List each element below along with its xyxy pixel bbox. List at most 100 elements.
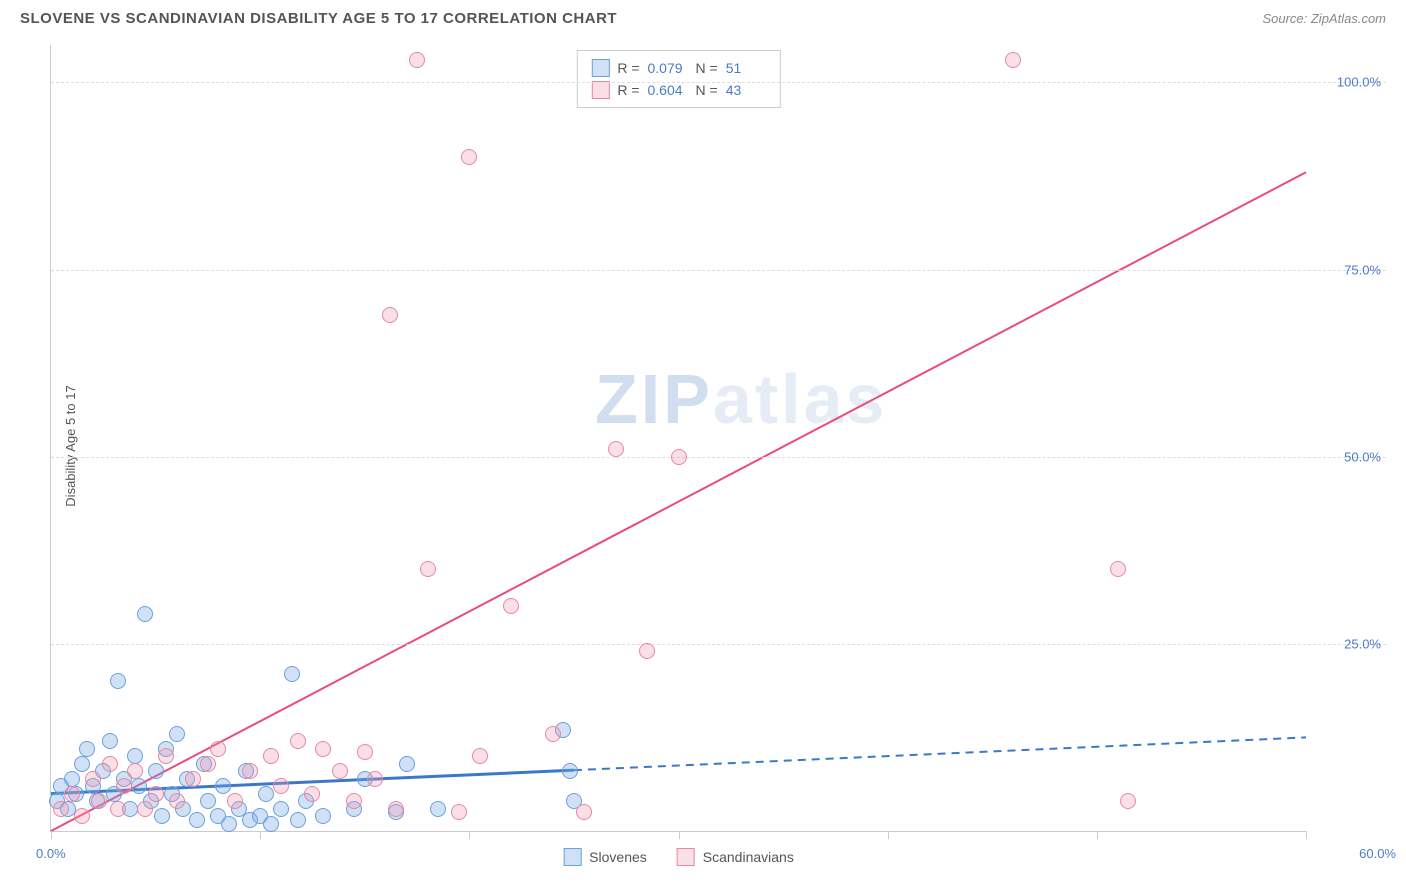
point-scandinavian <box>53 801 69 817</box>
legend-label-scandinavians: Scandinavians <box>703 849 794 865</box>
point-scandinavian <box>158 748 174 764</box>
point-scandinavian <box>1120 793 1136 809</box>
point-slovene <box>263 816 279 832</box>
swatch-slovenes-icon <box>591 59 609 77</box>
point-scandinavian <box>110 801 126 817</box>
x-tick <box>260 831 261 839</box>
swatch-slovenes-icon <box>563 848 581 866</box>
y-tick-label: 50.0% <box>1344 449 1381 464</box>
point-scandinavian <box>388 801 404 817</box>
point-scandinavian <box>639 643 655 659</box>
point-scandinavian <box>304 786 320 802</box>
x-tick <box>1306 831 1307 839</box>
legend-label-slovenes: Slovenes <box>589 849 647 865</box>
point-slovene <box>215 778 231 794</box>
r-value-slovenes: 0.079 <box>648 60 688 76</box>
gridline-h <box>51 270 1386 271</box>
watermark: ZIPatlas <box>595 359 887 439</box>
x-axis-min-label: 0.0% <box>36 846 66 861</box>
point-scandinavian <box>382 307 398 323</box>
r-label: R = <box>617 82 639 98</box>
swatch-scandinavians-icon <box>591 81 609 99</box>
point-slovene <box>258 786 274 802</box>
point-scandinavian <box>273 778 289 794</box>
point-scandinavian <box>472 748 488 764</box>
point-scandinavian <box>461 149 477 165</box>
point-scandinavian <box>290 733 306 749</box>
point-slovene <box>200 793 216 809</box>
watermark-zip: ZIP <box>595 360 713 438</box>
watermark-atlas: atlas <box>713 360 888 438</box>
point-scandinavian <box>227 793 243 809</box>
gridline-h <box>51 457 1386 458</box>
point-slovene <box>110 673 126 689</box>
point-scandinavian <box>608 441 624 457</box>
point-scandinavian <box>1005 52 1021 68</box>
legend-item-scandinavians: Scandinavians <box>677 848 794 866</box>
point-scandinavian <box>185 771 201 787</box>
point-scandinavian <box>545 726 561 742</box>
point-scandinavian <box>242 763 258 779</box>
point-slovene <box>64 771 80 787</box>
point-scandinavian <box>503 598 519 614</box>
r-value-scandinavians: 0.604 <box>648 82 688 98</box>
trend-lines-svg <box>51 45 1306 831</box>
point-scandinavian <box>576 804 592 820</box>
point-scandinavian <box>169 793 185 809</box>
trend-line-dashed <box>574 737 1306 770</box>
point-slovene <box>399 756 415 772</box>
point-scandinavian <box>127 763 143 779</box>
chart-title: SLOVENE VS SCANDINAVIAN DISABILITY AGE 5… <box>20 10 617 27</box>
point-scandinavian <box>367 771 383 787</box>
point-slovene <box>74 756 90 772</box>
point-scandinavian <box>91 793 107 809</box>
x-tick <box>1097 831 1098 839</box>
point-scandinavian <box>357 744 373 760</box>
chart-plot-area: ZIPatlas R = 0.079 N = 51 R = 0.604 N = … <box>50 45 1306 832</box>
x-tick <box>888 831 889 839</box>
n-value-slovenes: 51 <box>726 60 766 76</box>
point-slovene <box>290 812 306 828</box>
point-slovene <box>79 741 95 757</box>
point-slovene <box>154 808 170 824</box>
y-tick-label: 100.0% <box>1337 75 1381 90</box>
point-scandinavian <box>332 763 348 779</box>
point-scandinavian <box>74 808 90 824</box>
gridline-h <box>51 644 1386 645</box>
point-scandinavian <box>64 786 80 802</box>
point-scandinavian <box>137 801 153 817</box>
point-slovene <box>127 748 143 764</box>
point-scandinavian <box>420 561 436 577</box>
point-slovene <box>273 801 289 817</box>
point-slovene <box>137 606 153 622</box>
point-scandinavian <box>200 756 216 772</box>
y-tick-label: 75.0% <box>1344 262 1381 277</box>
point-slovene <box>284 666 300 682</box>
n-label: N = <box>696 82 718 98</box>
point-scandinavian <box>116 778 132 794</box>
series-legend: Slovenes Scandinavians <box>563 848 794 866</box>
point-slovene <box>169 726 185 742</box>
y-tick-label: 25.0% <box>1344 636 1381 651</box>
n-label: N = <box>696 60 718 76</box>
point-scandinavian <box>1110 561 1126 577</box>
point-scandinavian <box>148 786 164 802</box>
gridline-h <box>51 82 1386 83</box>
n-value-scandinavians: 43 <box>726 82 766 98</box>
point-slovene <box>315 808 331 824</box>
point-scandinavian <box>210 741 226 757</box>
point-slovene <box>148 763 164 779</box>
point-slovene <box>189 812 205 828</box>
point-scandinavian <box>102 756 118 772</box>
point-slovene <box>430 801 446 817</box>
point-scandinavian <box>671 449 687 465</box>
stats-legend-box: R = 0.079 N = 51 R = 0.604 N = 43 <box>576 50 780 108</box>
x-tick <box>51 831 52 839</box>
point-scandinavian <box>346 793 362 809</box>
point-scandinavian <box>263 748 279 764</box>
point-slovene <box>562 763 578 779</box>
trend-line-solid <box>51 172 1306 831</box>
swatch-scandinavians-icon <box>677 848 695 866</box>
stats-row-slovenes: R = 0.079 N = 51 <box>591 57 765 79</box>
point-scandinavian <box>451 804 467 820</box>
